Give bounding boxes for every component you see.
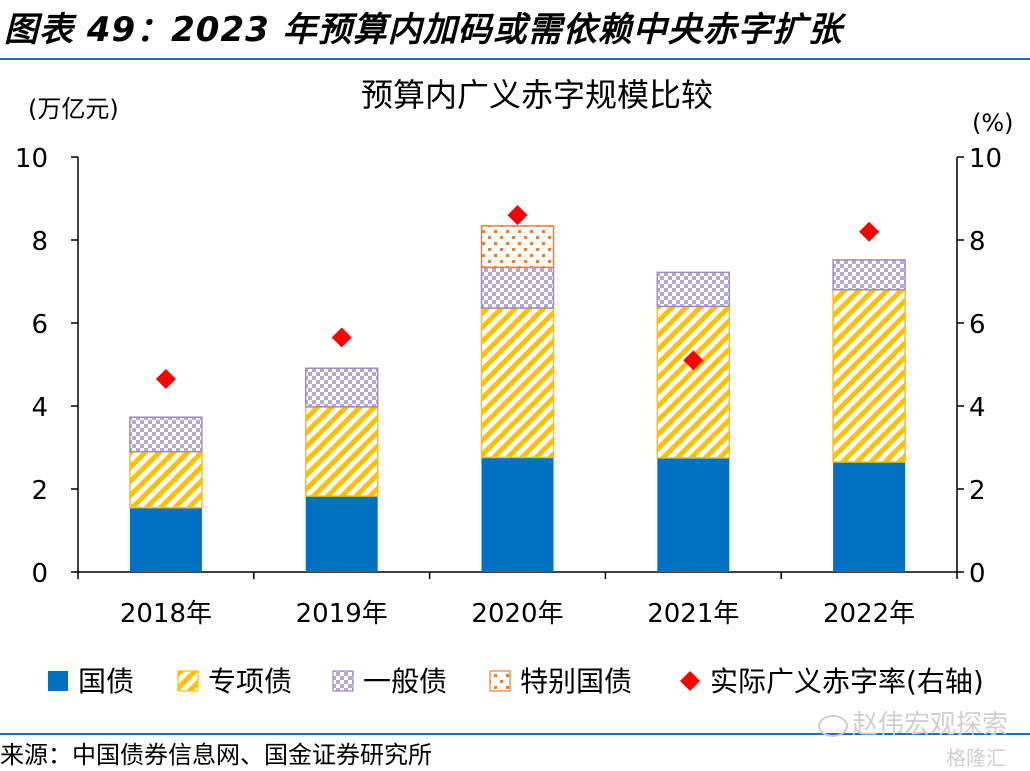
left-tick-label: 8 bbox=[31, 227, 48, 257]
bars bbox=[129, 225, 906, 572]
bar-segment bbox=[480, 266, 555, 309]
bar-segment bbox=[656, 271, 731, 308]
bar-segment bbox=[480, 225, 555, 269]
chart-title: 预算内广义赤字规模比较 bbox=[361, 76, 713, 114]
left-tick-label: 6 bbox=[31, 310, 48, 340]
legend-swatch bbox=[332, 670, 354, 692]
right-tick-label: 10 bbox=[969, 144, 1002, 174]
left-tick-label: 4 bbox=[31, 393, 48, 423]
bar-segment bbox=[832, 259, 906, 291]
rate-marker bbox=[859, 221, 880, 242]
watermark-text: 赵伟宏观探索 bbox=[852, 710, 1009, 740]
legend-swatch bbox=[48, 671, 68, 691]
bar-segment bbox=[304, 406, 379, 497]
right-tick-label: 6 bbox=[969, 310, 986, 340]
bar-segment bbox=[481, 457, 554, 572]
bar-segment bbox=[833, 462, 906, 572]
axes: 0 0 2 2 4 4 6 6 8 8 10 10 2018年 2019年 2020年 2021年 2022年 bbox=[15, 144, 1002, 629]
right-tick-label: 0 bbox=[969, 559, 986, 589]
bar-segment bbox=[480, 307, 555, 459]
legend-swatch bbox=[177, 670, 199, 692]
chart: 预算内广义赤字规模比较 (万亿元) (%) 0 0 2 2 4 4 6 6 8 8 10 10 2018… bbox=[15, 76, 1014, 698]
figure-title: 图表 49：2023 年预算内加码或需依赖中央赤字扩张 bbox=[4, 10, 843, 50]
right-tick-label: 2 bbox=[969, 476, 986, 506]
source-note: 来源：中国债券信息网、国金证券研究所 bbox=[0, 741, 432, 769]
bar-segment bbox=[129, 507, 202, 572]
bar-segment bbox=[304, 367, 379, 408]
left-tick-label: 10 bbox=[15, 144, 48, 174]
bar-segment bbox=[832, 289, 906, 463]
bar-segment bbox=[129, 450, 203, 509]
legend-label: 实际广义赤字率(右轴) bbox=[710, 665, 984, 698]
bottom-rule bbox=[0, 733, 1030, 735]
rate-marker bbox=[155, 369, 176, 390]
x-tick-label: 2019年 bbox=[296, 599, 388, 629]
left-tick-label: 0 bbox=[31, 559, 48, 589]
bar-segment bbox=[657, 457, 730, 572]
right-tick-label: 8 bbox=[969, 227, 986, 257]
legend-swatch bbox=[489, 670, 511, 692]
bar-segment bbox=[305, 496, 378, 572]
right-tick-label: 4 bbox=[969, 393, 986, 423]
legend: 国债 专项债 一般债 特别国债 实际广义赤字率(右轴) bbox=[48, 665, 984, 698]
legend-label: 一般债 bbox=[363, 665, 447, 698]
x-tick-label: 2020年 bbox=[471, 599, 563, 629]
legend-swatch bbox=[680, 671, 700, 691]
markers bbox=[155, 205, 880, 390]
left-tick-label: 2 bbox=[31, 476, 48, 506]
x-tick-label: 2018年 bbox=[120, 599, 212, 629]
legend-label: 国债 bbox=[78, 665, 134, 698]
legend-label: 特别国债 bbox=[520, 665, 632, 698]
left-axis-unit: (万亿元) bbox=[28, 95, 119, 123]
wechat-icon bbox=[818, 714, 848, 737]
watermark: 赵伟宏观探索 bbox=[818, 704, 1008, 741]
rate-marker bbox=[507, 205, 528, 226]
rate-marker bbox=[683, 350, 704, 371]
top-rule bbox=[0, 58, 1030, 60]
x-tick-label: 2021年 bbox=[647, 599, 739, 629]
bar-segment bbox=[656, 305, 731, 459]
bar-segment bbox=[129, 416, 203, 453]
rate-marker bbox=[331, 327, 352, 348]
right-axis-unit: (%) bbox=[972, 109, 1014, 137]
watermark-secondary: 格隆汇 bbox=[946, 746, 1006, 770]
legend-label: 专项债 bbox=[208, 665, 292, 698]
x-tick-label: 2022年 bbox=[823, 599, 915, 629]
